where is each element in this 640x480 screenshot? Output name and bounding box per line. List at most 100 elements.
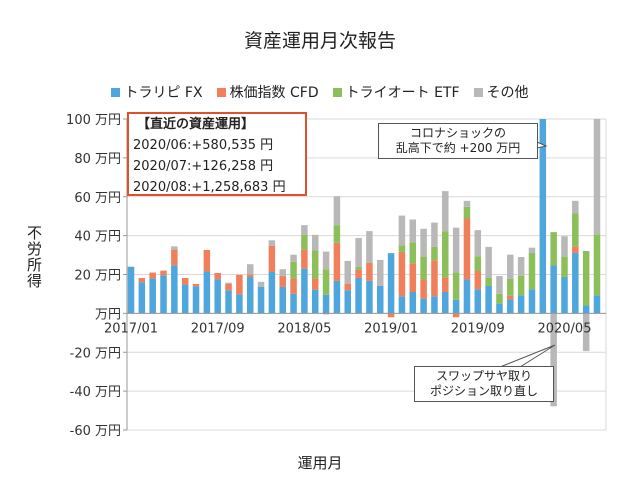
y-tick-label: 40 万円 <box>74 230 121 245</box>
bar-segment-2019/08-s3 <box>463 200 471 207</box>
bar-segment-2018/04-s0 <box>290 293 297 314</box>
x-axis-label: 運用月 <box>297 454 343 472</box>
bar-segment-2017/07-s1 <box>192 284 200 287</box>
bar-segment-2017/09-s0 <box>214 279 221 314</box>
legend-item-cfd: 株価指数 CFD <box>216 82 319 102</box>
bar-segment-2019/10-s3 <box>485 246 492 278</box>
swap-annotation: スワップサヤ取り ポジション取り直し <box>414 366 554 402</box>
bar-segment-2018/05-s2 <box>301 234 308 250</box>
bar-segment-2017/10-s0 <box>225 290 232 314</box>
bar-segment-2019/01-s1 <box>387 313 395 318</box>
bar-segment-2019/06-s1 <box>442 277 449 292</box>
bar-segment-2020/02-s3 <box>528 247 536 253</box>
bar-segment-2018/04-s3 <box>290 254 297 262</box>
bar-segment-2020/08-s3 <box>593 119 601 235</box>
bar-segment-2019/08-s2 <box>463 206 471 219</box>
bar-segment-2020/03-s0 <box>539 119 547 314</box>
bar-segment-2018/01-s3 <box>257 281 265 287</box>
bar-segment-2018/08-s3 <box>333 196 341 226</box>
bar-segment-2020/06-s3 <box>572 200 579 214</box>
bar-segment-2018/07-s3 <box>322 251 330 270</box>
chart-title: 資産運用月次報告 <box>243 30 396 52</box>
info-line: 2020/07:+126,258 円 <box>133 159 274 174</box>
bar-segment-2018/12-s0 <box>377 285 384 314</box>
bar-segment-2018/08-s2 <box>333 225 341 243</box>
corona-annotation: コロナショックの 乱高下で約 +200 万円 <box>378 123 538 159</box>
bar-segment-2019/07-s2 <box>452 272 460 300</box>
bar-segment-2017/03-s0 <box>149 278 156 314</box>
bar-segment-2020/05-s2 <box>561 257 568 278</box>
bar-segment-2019/09-s1 <box>474 271 482 290</box>
bar-segment-2020/05-s0 <box>561 277 568 314</box>
bar-segment-2019/07-s3 <box>452 227 460 273</box>
x-tick-label: 2019/01 <box>364 321 418 336</box>
bar-segment-2019/05-s1 <box>431 260 438 297</box>
bar-segment-2020/07-s0 <box>582 305 590 314</box>
y-tick-label: -60 万円 <box>70 424 121 439</box>
bar-segment-2019/02-s3 <box>398 215 406 246</box>
annotation-line: スワップサヤ取り <box>435 369 532 383</box>
bar-segment-2020/06-s2 <box>572 213 579 247</box>
bar-segment-2017/08-s0 <box>203 271 211 314</box>
bar-segment-2019/08-s0 <box>463 279 471 314</box>
bar-segment-2017/01-s0 <box>127 266 135 314</box>
bar-segment-2017/02-s1 <box>138 277 146 283</box>
bar-segment-2018/04-s2 <box>290 261 297 279</box>
bar-segment-2019/04-s1 <box>420 279 427 299</box>
bar-segment-2017/12-s0 <box>246 277 254 314</box>
bar-segment-2017/02-s0 <box>138 282 146 314</box>
swap-pointer <box>499 344 556 368</box>
bar-segment-2019/07-s1 <box>452 313 460 318</box>
bar-segment-2018/01-s0 <box>257 286 265 314</box>
bar-segment-2018/10-s1 <box>355 269 362 278</box>
bar-segment-2020/06-s0 <box>572 252 579 314</box>
bar-segment-2019/03-s1 <box>409 263 417 292</box>
bar-segment-2018/06-s0 <box>311 289 319 314</box>
bar-segment-2019/05-s0 <box>431 296 438 314</box>
bar-segment-2019/09-s3 <box>474 230 482 257</box>
bar-segment-2019/02-s0 <box>398 296 406 314</box>
bar-segment-2018/10-s3 <box>355 237 362 267</box>
bar-segment-2019/02-s1 <box>398 251 406 297</box>
bar-segment-2017/05-s1 <box>171 249 178 266</box>
bar-segment-2018/08-s0 <box>333 280 341 314</box>
info-line: 2020/06:+580,535 円 <box>133 138 274 153</box>
bar-segment-2018/06-s3 <box>311 234 319 251</box>
bar-segment-2019/11-s3 <box>496 276 503 294</box>
annotation-line: ポジション取り直し <box>429 384 538 398</box>
bar-segment-2018/04-s1 <box>290 278 297 294</box>
legend-item-other: その他 <box>473 82 529 102</box>
bar-segment-2020/04-s2 <box>550 232 557 266</box>
bar-segment-2018/11-s1 <box>366 263 373 281</box>
bar-segment-2019/10-s2 <box>485 277 492 286</box>
x-tick-label: 2017/01 <box>104 321 158 336</box>
bar-segment-2018/11-s0 <box>366 280 373 314</box>
bar-segment-2019/01-s0 <box>387 253 395 314</box>
bar-segment-2018/12-s3 <box>377 259 384 286</box>
bar-segment-2020/04-s3 <box>550 313 557 407</box>
bar-segment-2017/03-s1 <box>149 272 156 279</box>
bar-segment-2019/09-s0 <box>474 289 482 314</box>
y-tick-label: -40 万円 <box>70 385 121 400</box>
y-tick-label: 80 万円 <box>74 152 121 167</box>
bar-segment-2019/12-s2 <box>507 278 514 296</box>
bar-segment-2018/02-s3 <box>268 240 276 246</box>
bar-segment-2019/11-s2 <box>496 293 503 304</box>
bar-segment-2018/05-s3 <box>301 225 308 235</box>
bar-segment-2019/06-s0 <box>442 291 449 314</box>
bar-segment-2017/10-s3 <box>225 282 232 284</box>
bar-segment-2018/10-s2 <box>355 266 362 270</box>
legend-item-etf: トライオート ETF <box>332 82 460 102</box>
bar-segment-2020/07-s3 <box>582 313 590 352</box>
bar-segment-2019/08-s1 <box>463 218 471 280</box>
bar-segment-2018/09-s1 <box>344 283 351 291</box>
legend-label: その他 <box>486 85 529 101</box>
bar-segment-2020/08-s0 <box>593 295 601 314</box>
bar-segment-2019/09-s2 <box>474 256 482 272</box>
bar-segment-2020/05-s3 <box>561 236 568 258</box>
bar-segment-2018/09-s0 <box>344 290 351 314</box>
bar-segment-2017/04-s1 <box>160 270 167 276</box>
bar-segment-2020/04-s0 <box>550 265 557 314</box>
y-tick-label: 万円 <box>95 307 121 322</box>
